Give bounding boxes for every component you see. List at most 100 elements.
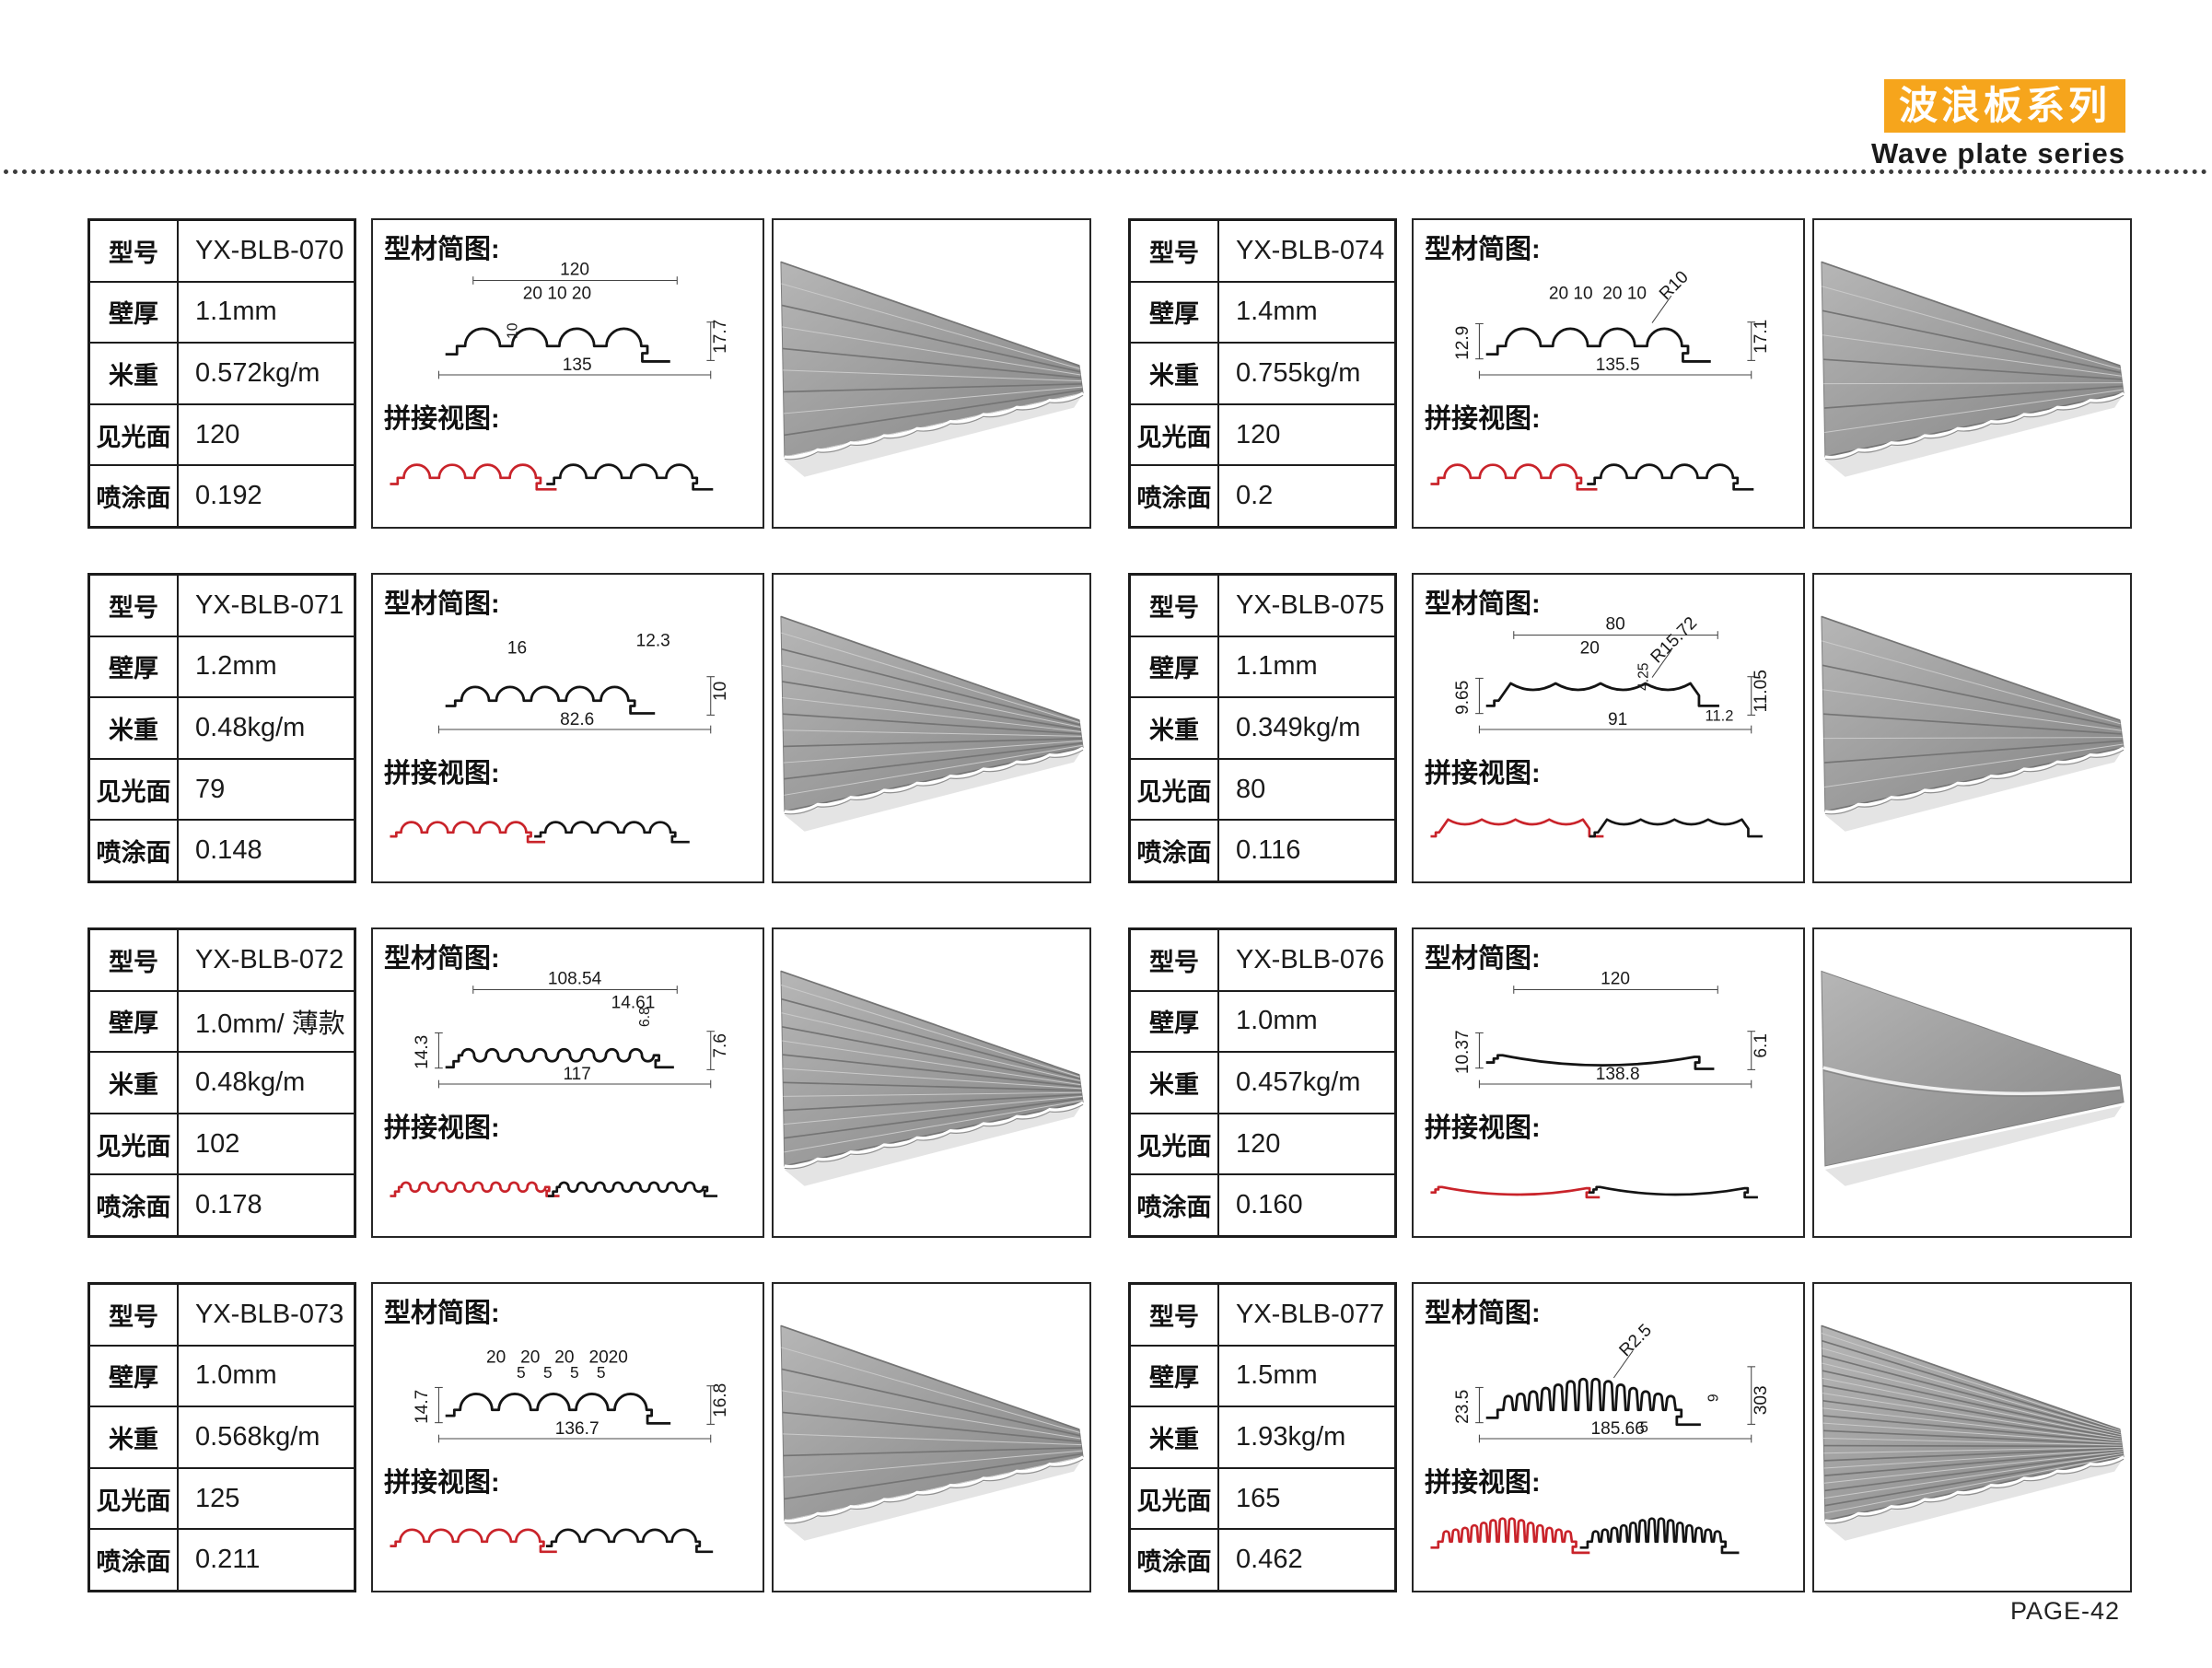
spec-row-weight: 米重 0.48kg/m (90, 698, 354, 760)
profile-diagram-label: 型材简图: (1425, 944, 1541, 974)
dimension-label: 108.54 (548, 969, 602, 988)
dimension-label: 120 (1601, 969, 1630, 988)
spec-table: 型号 YX-BLB-073 壁厚 1.0mm 米重 0.568kg/m 见光面 … (87, 1282, 356, 1592)
spec-value-thickness: 1.0mm (1236, 1006, 1318, 1036)
spec-value-coating: 0.148 (195, 835, 262, 866)
spec-value-model: YX-BLB-072 (195, 944, 344, 974)
spec-value-coating: 0.2 (1236, 481, 1274, 511)
spec-label-coating: 喷涂面 (1131, 1530, 1219, 1590)
spec-value-thickness: 1.0mm (195, 1360, 277, 1391)
splice-drawing (390, 821, 690, 844)
spec-row-coating: 喷涂面 0.2 (1131, 466, 1394, 526)
dimension-label: 9.65 (1453, 681, 1473, 715)
spec-label-thickness: 壁厚 (1131, 636, 1219, 697)
dimension-label: 20 (1580, 639, 1600, 659)
profile-diagram-label: 型材简图: (1425, 235, 1541, 264)
diagram-panel: 型材简图: 16 12.3 10 82.6 拼接视图: (371, 573, 764, 883)
spec-row-model: 型号 YX-BLB-070 (90, 221, 354, 283)
spec-label-model: 型号 (1131, 576, 1219, 636)
profile-diagram-label: 型材简图: (1425, 589, 1541, 619)
dimension-label: R10 (1656, 267, 1693, 304)
spec-value-weight: 0.349kg/m (1236, 712, 1361, 742)
dotted-divider (4, 169, 2208, 174)
product-render-box (1812, 218, 2132, 529)
spec-value-visible: 80 (1236, 774, 1266, 804)
dimension-label: 16.8 (711, 1383, 730, 1417)
dimension-label: 12.3 (636, 632, 670, 651)
splice-drawing (390, 1528, 714, 1554)
spec-row-model: 型号 YX-BLB-074 (1131, 221, 1394, 283)
spec-value-visible: 165 (1236, 1483, 1281, 1513)
splice-view-label: 拼接视图: (1425, 404, 1541, 434)
profile-drawing: 16 12.3 10 82.6 (437, 632, 730, 734)
spec-row-weight: 米重 0.48kg/m (90, 1053, 354, 1114)
spec-row-model: 型号 YX-BLB-075 (1131, 576, 1394, 637)
plate-3d-image (1821, 1324, 2125, 1541)
dimension-label: 5 5 5 5 (517, 1363, 606, 1382)
spec-table: 型号 YX-BLB-071 壁厚 1.2mm 米重 0.48kg/m 见光面 7… (87, 573, 356, 883)
dimension-label: 11.2 (1706, 707, 1734, 724)
spec-value-model: YX-BLB-077 (1236, 1299, 1385, 1329)
diagram-panel: 型材简图: 20 10 20 10 R10 12.9 17.1 135.5 拼接视图: (1412, 218, 1805, 529)
spec-table: 型号 YX-BLB-070 壁厚 1.1mm 米重 0.572kg/m 见光面 … (87, 218, 356, 529)
splice-drawing (1430, 1517, 1740, 1555)
dimension-label: 12.9 (1453, 326, 1473, 360)
spec-label-weight: 米重 (1131, 1053, 1219, 1113)
spec-value-visible: 102 (195, 1128, 240, 1159)
spec-label-thickness: 壁厚 (90, 991, 179, 1052)
spec-value-weight: 0.48kg/m (195, 1067, 306, 1097)
product-card-7: 型号 YX-BLB-073 壁厚 1.0mm 米重 0.568kg/m 见光面 … (87, 1282, 1091, 1592)
spec-value-model: YX-BLB-074 (1236, 235, 1385, 265)
spec-row-model: 型号 YX-BLB-071 (90, 576, 354, 637)
spec-label-weight: 米重 (1131, 344, 1219, 403)
splice-view-label: 拼接视图: (384, 1114, 500, 1143)
product-render-box (772, 1282, 1091, 1592)
spec-label-model: 型号 (90, 1285, 179, 1345)
dimension-label: 10 (711, 682, 730, 701)
spec-label-coating: 喷涂面 (90, 1175, 179, 1235)
spec-value-thickness: 1.1mm (195, 297, 277, 327)
splice-drawing (390, 463, 714, 491)
spec-value-visible: 79 (195, 774, 226, 804)
spec-row-thickness: 壁厚 1.4mm (1131, 282, 1394, 344)
spec-value-coating: 0.178 (195, 1190, 262, 1220)
splice-drawing (390, 1181, 718, 1197)
spec-row-model: 型号 YX-BLB-072 (90, 930, 354, 992)
dimension-label: 135.5 (1596, 356, 1640, 375)
spec-label-weight: 米重 (90, 1407, 179, 1467)
diagram-panel: 型材简图: 9 R2.5 23.5 303 185.66 5 拼接视图: (1412, 1282, 1805, 1592)
dimension-label: 136.7 (555, 1419, 600, 1439)
spec-label-weight: 米重 (90, 344, 179, 403)
spec-value-model: YX-BLB-073 (195, 1299, 344, 1329)
spec-label-coating: 喷涂面 (1131, 821, 1219, 881)
product-render-box (772, 573, 1091, 883)
page-number: PAGE-42 (2009, 1597, 2120, 1625)
spec-label-visible: 见光面 (90, 404, 179, 465)
spec-label-visible: 见光面 (1131, 1468, 1219, 1529)
dimension-label: 17.1 (1752, 320, 1771, 354)
spec-label-coating: 喷涂面 (90, 821, 179, 881)
spec-row-thickness: 壁厚 1.1mm (1131, 636, 1394, 699)
spec-value-visible: 120 (195, 419, 240, 449)
spec-table: 型号 YX-BLB-075 壁厚 1.1mm 米重 0.349kg/m 见光面 … (1128, 573, 1397, 883)
spec-row-coating: 喷涂面 0.178 (90, 1175, 354, 1235)
product-render-box (1812, 1282, 2132, 1592)
diagram-panel: 型材简图: 120 20 10 20 10 17.7 135 拼接视图: (371, 218, 764, 529)
product-card-2: 型号 YX-BLB-074 壁厚 1.4mm 米重 0.755kg/m 见光面 … (1128, 218, 2132, 529)
series-title-en: Wave plate series (1870, 137, 2125, 169)
splice-view-label: 拼接视图: (384, 759, 500, 788)
dimension-label: 135 (563, 356, 592, 375)
spec-value-visible: 120 (1236, 1128, 1281, 1159)
spec-label-model: 型号 (90, 930, 179, 990)
spec-row-weight: 米重 0.755kg/m (1131, 344, 1394, 405)
splice-view-label: 拼接视图: (1425, 1114, 1541, 1143)
profile-diagram-label: 型材简图: (384, 1299, 500, 1328)
spec-label-thickness: 壁厚 (90, 282, 179, 343)
spec-label-model: 型号 (1131, 1285, 1219, 1345)
plate-3d-image (1821, 970, 2125, 1186)
spec-value-model: YX-BLB-075 (1236, 589, 1385, 620)
spec-value-thickness: 1.2mm (195, 651, 277, 682)
profile-drawing: 120 10.37 6.1 138.8 (1453, 969, 1771, 1089)
product-render-box (772, 218, 1091, 529)
